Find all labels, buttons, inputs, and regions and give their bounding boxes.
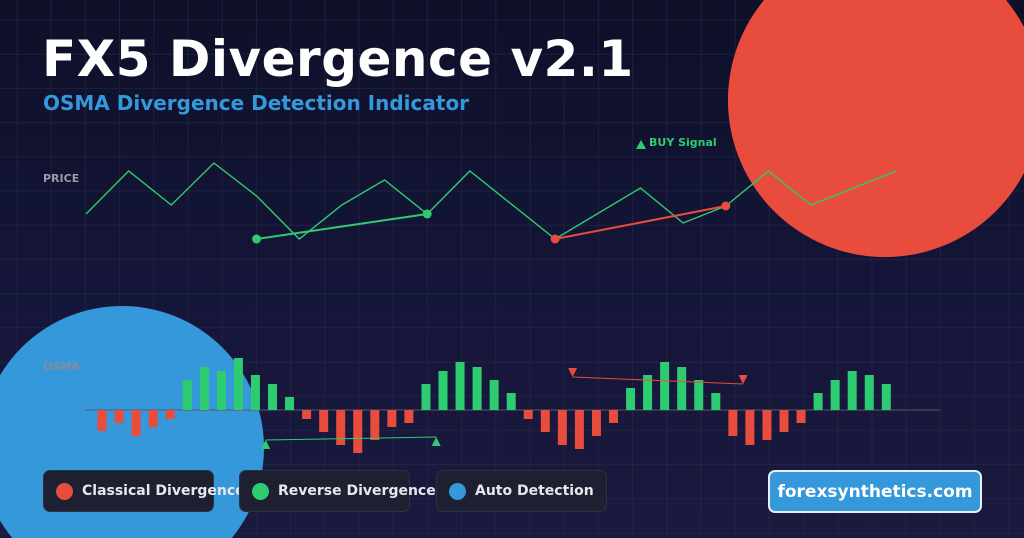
osma-bar [830, 380, 840, 410]
osma-bar [404, 410, 414, 423]
osma-bar [182, 380, 192, 410]
osma-bar [813, 393, 823, 410]
osma-bar [591, 410, 601, 436]
osma-bar [643, 375, 653, 410]
osma-bar [489, 380, 499, 410]
triangle-down-icon [738, 375, 748, 384]
osma-bar [711, 393, 721, 410]
reverse-divergence-line [256, 213, 428, 240]
osma-bar [165, 410, 175, 419]
osma-bar [268, 384, 277, 410]
osma-bar [796, 410, 806, 423]
classical-divergence-point [550, 234, 560, 244]
osma-bar [114, 410, 124, 423]
legend-label: Classical Divergence [82, 483, 245, 499]
osma-bar [728, 410, 738, 436]
osma-bar [370, 410, 380, 440]
osma-bar [694, 380, 704, 410]
osma-bar [677, 367, 687, 410]
osma-bar [233, 358, 243, 410]
green-dot-icon [252, 482, 269, 500]
reverse-osma-divergence-line [265, 436, 437, 441]
osma-bar [540, 410, 550, 432]
legend-reverse-divergence: Reverse Divergence [239, 470, 436, 512]
triangle-up-icon [636, 140, 646, 149]
price-label: PRICE [43, 172, 79, 185]
osma-bar [472, 367, 482, 410]
osma-bar [421, 384, 431, 410]
reverse-divergence-point [252, 234, 262, 244]
osma-bar [285, 397, 295, 410]
osma-bar [864, 375, 874, 410]
triangle-down-icon [568, 368, 578, 377]
osma-bar [387, 410, 397, 427]
legend-label: Auto Detection [475, 483, 594, 499]
osma-bar [199, 367, 209, 410]
osma-bar [881, 384, 891, 410]
osma-bar [455, 362, 465, 410]
triangle-up-icon [431, 437, 441, 446]
page-subtitle: OSMA Divergence Detection Indicator [43, 91, 470, 115]
page-title: FX5 Divergence v2.1 [42, 30, 634, 88]
classical-osma-divergence-line [572, 376, 744, 385]
classical-divergence-line [554, 205, 726, 240]
osma-bar [660, 362, 670, 410]
osma-bar [302, 410, 312, 419]
osma-bar [745, 410, 755, 445]
classical-divergence-point [721, 201, 731, 211]
osma-bar [779, 410, 789, 432]
osma-bar [523, 410, 533, 419]
legend-auto-detection: Auto Detection [436, 470, 607, 512]
buy-signal-label: BUY Signal [649, 136, 717, 149]
red-dot-icon [56, 482, 73, 500]
price-chart [85, 162, 897, 244]
osma-bar [438, 371, 448, 410]
osma-bar [319, 410, 329, 432]
osma-bar [574, 410, 584, 449]
legend-classical-divergence: Classical Divergence [43, 470, 245, 512]
osma-bar [97, 410, 107, 431]
osma-label: OSMA [43, 360, 80, 373]
reverse-divergence-point [422, 209, 432, 219]
osma-bar [557, 410, 567, 445]
osma-bar [250, 375, 260, 410]
blue-dot-icon [449, 482, 466, 500]
osma-bar [336, 410, 346, 445]
osma-bar [506, 393, 516, 410]
osma-bar [148, 410, 158, 427]
legend-label: Reverse Divergence [278, 483, 436, 499]
osma-bar [626, 388, 636, 410]
osma-bar [216, 371, 226, 410]
osma-bar [353, 410, 363, 453]
decorative-red-circle [727, 0, 1024, 258]
website-button[interactable]: forexsynthetics.com [768, 470, 982, 513]
osma-bar [131, 410, 141, 436]
osma-histogram [85, 358, 940, 453]
triangle-up-icon [261, 440, 271, 449]
osma-bar [609, 410, 618, 423]
osma-bar [847, 371, 857, 410]
osma-bar [762, 410, 772, 440]
